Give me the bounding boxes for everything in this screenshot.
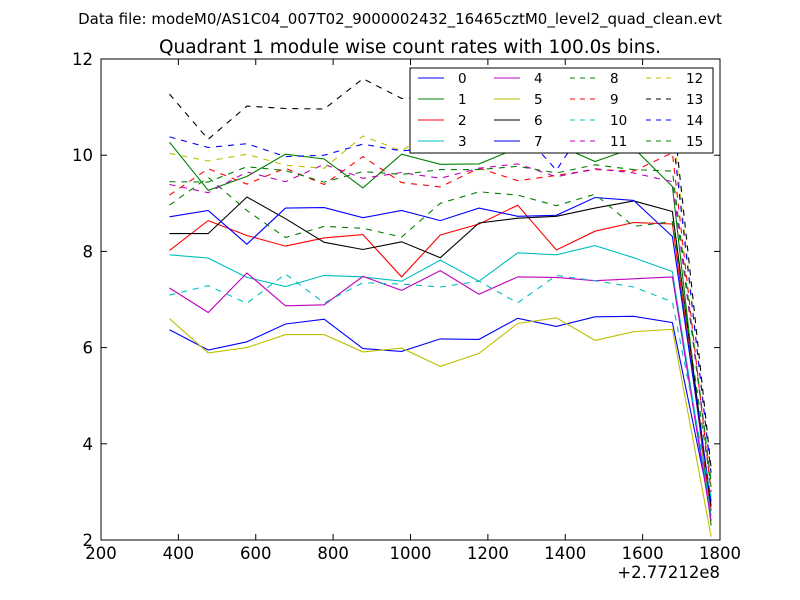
legend-label-5: 5	[534, 92, 543, 108]
legend-label-13: 13	[686, 92, 703, 108]
series-line-11	[169, 163, 712, 483]
legend-label-9: 9	[610, 92, 619, 108]
x-tick-label: 200	[85, 544, 117, 563]
series-line-0	[169, 315, 712, 512]
y-tick-label: 10	[72, 146, 93, 165]
legend-label-15: 15	[686, 134, 703, 150]
series-line-9	[169, 151, 712, 492]
series-line-5	[169, 317, 712, 537]
legend-label-7: 7	[534, 134, 543, 150]
chart-title: Quadrant 1 module wise count rates with …	[159, 37, 661, 58]
series-line-2	[169, 204, 712, 512]
series-line-15	[169, 164, 712, 483]
x-tick-label: 1000	[390, 544, 432, 563]
legend-label-6: 6	[534, 113, 543, 129]
y-tick-label: 4	[83, 435, 94, 454]
legend-label-11: 11	[610, 134, 627, 150]
legend-label-4: 4	[534, 71, 543, 87]
x-tick-label: 1600	[622, 544, 664, 563]
suptitle: Data file: modeM0/AS1C04_007T02_90000024…	[78, 10, 722, 29]
x-tick-label: 600	[240, 544, 272, 563]
legend-label-8: 8	[610, 71, 619, 87]
series-line-10	[169, 273, 712, 497]
x-tick-label: 1400	[544, 544, 586, 563]
series-line-8	[169, 176, 712, 488]
x-tick-label: 1200	[467, 544, 509, 563]
y-tick-label: 8	[83, 242, 94, 261]
series-line-6	[169, 196, 712, 507]
legend-box	[409, 67, 714, 154]
x-tick-label: 1800	[699, 544, 741, 563]
series-line-4	[169, 269, 712, 521]
legend-label-2: 2	[458, 113, 467, 129]
series-layer	[169, 78, 712, 537]
legend-label-0: 0	[458, 71, 467, 87]
legend-label-14: 14	[686, 113, 703, 129]
y-tick-label: 12	[72, 50, 93, 69]
x-tick-label: 800	[317, 544, 349, 563]
series-line-7	[169, 196, 712, 502]
x-tick-label: 400	[163, 544, 195, 563]
x-offset-label: +2.77212e8	[617, 563, 720, 582]
legend-label-3: 3	[458, 134, 467, 150]
legend-label-12: 12	[686, 71, 703, 87]
legend-label-10: 10	[610, 113, 627, 129]
y-tick-label: 6	[83, 339, 94, 358]
series-line-3	[169, 245, 712, 517]
y-tick-label: 2	[83, 531, 94, 550]
series-line-13	[169, 78, 712, 468]
legend-label-1: 1	[458, 92, 467, 108]
